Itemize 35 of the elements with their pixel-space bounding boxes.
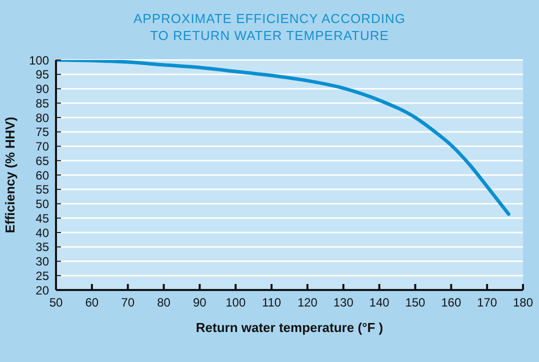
y-axis-title: Efficiency (% HHV) <box>2 116 18 234</box>
y-tick-label: 50 <box>36 197 50 212</box>
x-tick-label: 150 <box>405 296 426 310</box>
y-tick-label: 85 <box>36 96 50 110</box>
x-tick-label: 140 <box>369 296 390 310</box>
y-tick-label: 55 <box>36 182 50 197</box>
x-tick-label: 160 <box>441 296 462 310</box>
x-tick-label: 180 <box>512 296 534 310</box>
x-tick-label: 100 <box>226 296 246 310</box>
x-tick-label: 80 <box>157 296 171 310</box>
y-tick-label: 20 <box>36 283 50 298</box>
x-tick-label: 120 <box>297 296 318 310</box>
y-tick-label: 45 <box>36 211 50 226</box>
x-tick-label: 60 <box>85 296 99 310</box>
y-tick-label: 95 <box>36 68 50 82</box>
y-tick-label: 75 <box>36 125 50 140</box>
x-tick-label: 130 <box>333 296 354 310</box>
y-tick-label: 60 <box>36 168 50 182</box>
y-tick-label: 65 <box>36 154 50 168</box>
x-tick-label: 70 <box>121 296 135 310</box>
y-tick-label: 40 <box>36 226 50 240</box>
x-tick-label: 170 <box>477 296 498 310</box>
y-tick-label: 25 <box>36 268 50 283</box>
y-tick-label: 90 <box>36 82 50 96</box>
chart-title: APPROXIMATE EFFICIENCY ACCORDING TO RETURN WATER TEMPERATURE <box>132 10 406 44</box>
x-tick-label: 50 <box>49 296 63 310</box>
line-series <box>56 60 510 216</box>
x-tick-label: 110 <box>262 296 282 310</box>
y-tick-label: 35 <box>36 240 50 254</box>
x-tick-label: 90 <box>193 296 207 310</box>
y-tick-label: 100 <box>28 53 50 68</box>
y-tick-label: 80 <box>36 110 50 125</box>
x-axis-title: Return water temperature (°F ) <box>196 320 384 335</box>
y-tick-label: 30 <box>36 254 50 269</box>
y-tick-label: 70 <box>36 140 50 154</box>
